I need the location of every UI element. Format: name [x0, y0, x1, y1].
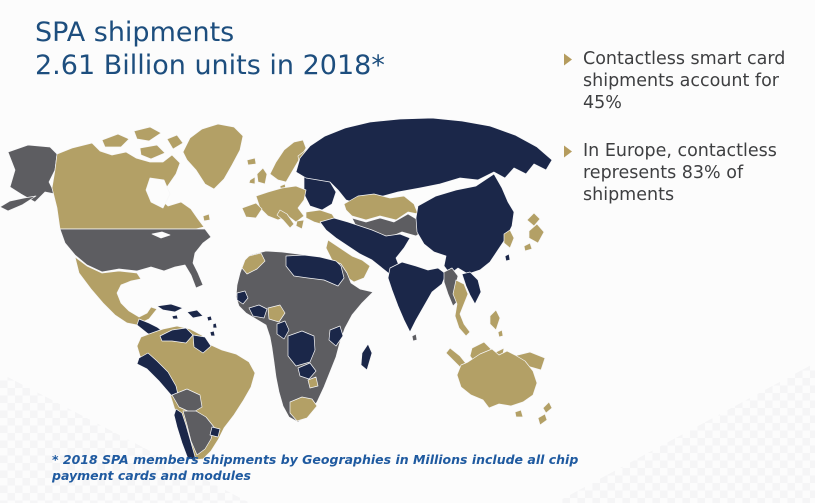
region-argentina — [182, 410, 215, 456]
region-newfoundland — [202, 213, 211, 222]
region-japan-honshu — [528, 223, 545, 244]
region-thailand-malaysia — [452, 279, 471, 337]
region-china-mongolia — [415, 173, 515, 275]
region-morocco — [241, 252, 266, 275]
region-usa — [59, 228, 212, 289]
region-zimbabwe — [307, 376, 319, 389]
region-new-zealand-north — [542, 401, 553, 414]
region-ivorycoast-ghana — [248, 304, 268, 319]
region-vietnam-laos — [461, 271, 482, 305]
region-tasmania — [514, 409, 524, 418]
region-iceland — [246, 157, 257, 166]
region-zambia — [297, 362, 317, 380]
region-arabia — [325, 239, 371, 283]
region-middle-east — [319, 217, 411, 277]
region-arctic-island-3 — [139, 144, 166, 160]
region-canada — [51, 142, 205, 230]
world-map-svg — [0, 117, 553, 460]
hudson-bay — [145, 177, 171, 209]
region-antilles-1 — [206, 315, 213, 322]
region-japan-kyushu — [523, 242, 533, 252]
region-philippines-1 — [489, 309, 501, 331]
region-senegal-guinea — [236, 290, 249, 305]
bullet-text: In Europe, contactless represents 83% of… — [583, 141, 777, 205]
bullet-text: Contactless smart card shipments account… — [583, 49, 786, 113]
region-sri-lanka — [411, 333, 418, 342]
region-japan-hokkaido — [526, 212, 541, 227]
region-guyanas — [192, 334, 212, 354]
pixel-pattern-bottom-right — [555, 363, 815, 503]
footnote: * 2018 SPA members shipments by Geograph… — [52, 452, 579, 483]
region-cameroon-gabon — [276, 320, 290, 340]
region-scandinavia — [269, 139, 307, 183]
page-title: SPA shipments 2.61 Billion units in 2018… — [35, 16, 385, 82]
region-greenland — [182, 123, 244, 190]
region-libya-egypt — [285, 254, 345, 287]
region-kazakhstan — [343, 193, 419, 221]
region-south-africa — [289, 396, 318, 422]
region-arctic-island-4 — [166, 134, 184, 150]
region-india — [387, 261, 447, 333]
title-line-2: 2.61 Billion units in 2018* — [35, 50, 385, 81]
region-uk — [256, 167, 268, 185]
region-madagascar — [360, 343, 373, 371]
region-cuba — [156, 303, 184, 313]
region-bolivia — [171, 388, 203, 414]
title-line-1: SPA shipments — [35, 17, 235, 48]
region-jamaica — [171, 314, 179, 320]
region-russia — [295, 117, 553, 205]
region-venezuela — [159, 327, 194, 344]
region-chile — [173, 408, 197, 460]
region-australia — [456, 348, 538, 409]
region-western-europe — [255, 185, 307, 223]
triangle-bullet-icon — [564, 145, 572, 158]
great-lakes — [151, 231, 171, 239]
triangle-bullet-icon — [564, 53, 572, 66]
region-alaska — [7, 144, 58, 203]
world-choropleth-map — [0, 110, 560, 460]
region-iberia — [241, 202, 263, 219]
region-arctic-island-1 — [101, 133, 130, 148]
region-ireland — [248, 176, 256, 185]
list-item: In Europe, contactless represents 83% of… — [563, 140, 798, 206]
region-kenya — [328, 325, 344, 347]
region-greece — [295, 219, 305, 230]
region-new-zealand-south — [537, 413, 548, 426]
region-hispaniola — [186, 309, 204, 319]
region-korea — [503, 229, 515, 249]
region-taiwan — [504, 253, 511, 262]
region-philippines-2 — [497, 329, 504, 338]
list-item: Contactless smart card shipments account… — [563, 48, 798, 114]
region-arctic-island-2 — [133, 126, 162, 142]
region-drc — [287, 330, 316, 367]
region-antilles-2 — [212, 322, 218, 329]
region-mexico — [74, 256, 158, 326]
key-facts-list: Contactless smart card shipments account… — [563, 48, 798, 232]
region-nigeria — [267, 304, 286, 323]
region-aleutians — [0, 195, 37, 212]
region-uruguay — [209, 426, 221, 438]
region-italy — [276, 209, 295, 229]
region-antilles-3 — [209, 330, 216, 337]
